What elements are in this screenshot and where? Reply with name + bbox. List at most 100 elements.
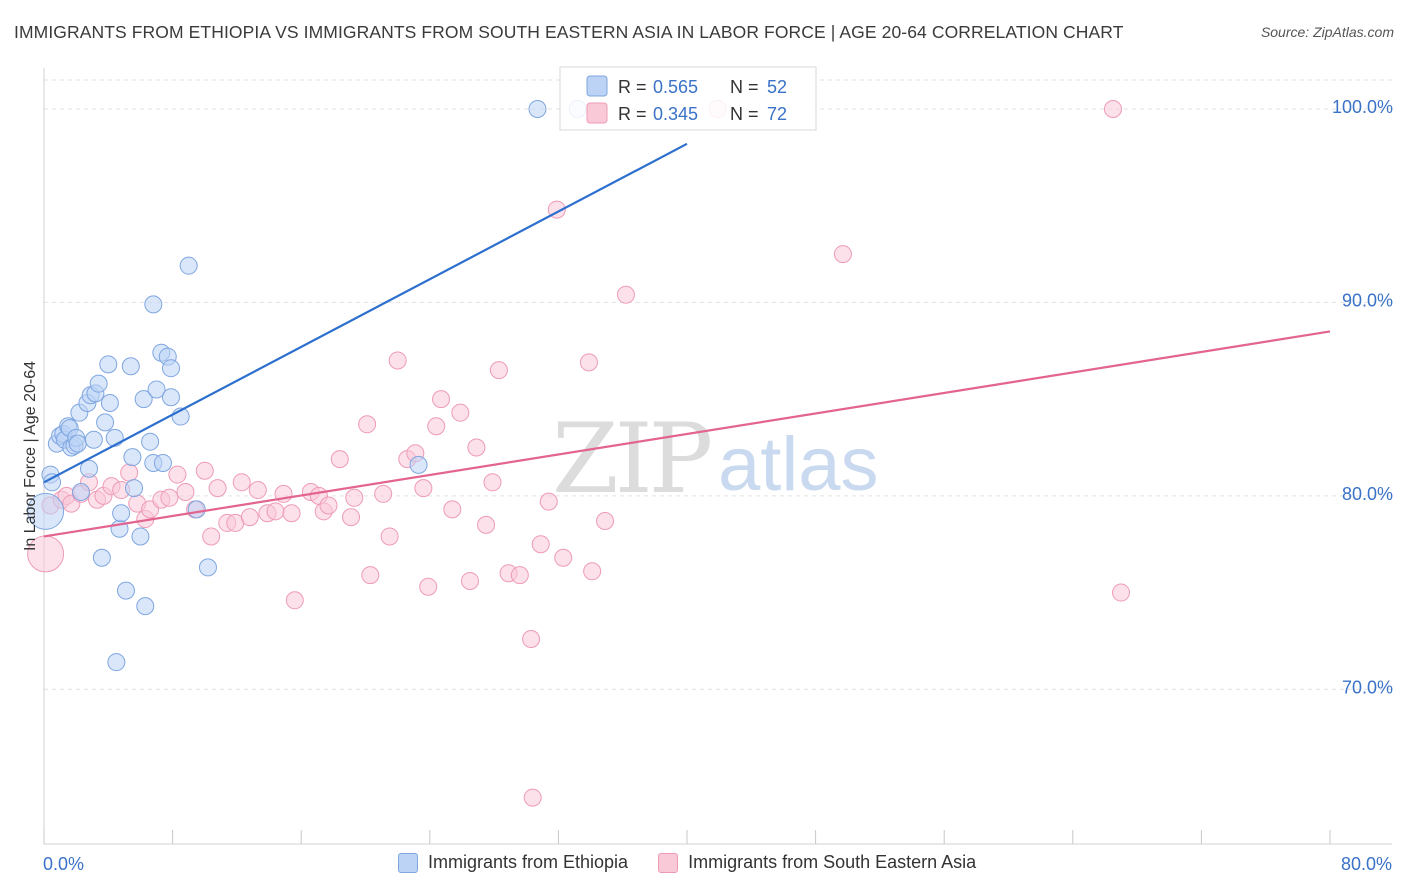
- axes: [43, 68, 1392, 845]
- data-point-sea: [248, 481, 267, 500]
- data-point-sea: [176, 482, 195, 501]
- y-tick-label: 70.0%: [1342, 677, 1393, 697]
- data-point-sea: [460, 571, 479, 590]
- data-point-ethiopia: [198, 558, 217, 577]
- watermark-atlas: atlas: [718, 422, 879, 507]
- data-point-sea: [345, 488, 364, 507]
- data-point-ethiopia: [409, 455, 428, 474]
- series-ethiopia-points: [27, 100, 587, 672]
- legend-r-sea: 0.345: [653, 104, 698, 124]
- y-axis-title: In Labor Force | Age 20-64: [22, 361, 39, 551]
- data-point-ethiopia: [123, 448, 142, 467]
- data-point-sea: [427, 417, 446, 436]
- data-point-sea: [232, 473, 251, 492]
- data-point-sea: [208, 479, 227, 498]
- data-point-ethiopia: [528, 100, 547, 119]
- legend-r-label: R =: [618, 77, 647, 97]
- data-point-ethiopia: [112, 504, 131, 523]
- y-tick-label: 90.0%: [1342, 290, 1393, 310]
- data-point-ethiopia: [84, 430, 103, 449]
- y-tick-label: 80.0%: [1342, 484, 1393, 504]
- data-point-sea: [160, 488, 179, 507]
- data-point-ethiopia: [43, 473, 62, 492]
- data-point-ethiopia: [89, 374, 108, 393]
- data-point-sea: [282, 504, 301, 523]
- data-point-sea: [380, 527, 399, 546]
- data-point-ethiopia: [100, 394, 119, 413]
- data-point-sea: [616, 285, 635, 304]
- legend-n-label: N =: [730, 104, 759, 124]
- correlation-legend: R = 0.565 N = 52 R = 0.345 N = 72: [559, 66, 817, 131]
- data-point-ethiopia: [141, 432, 160, 451]
- series-legend: Immigrants from Ethiopia Immigrants from…: [398, 852, 1006, 873]
- data-point-ethiopia: [131, 527, 150, 546]
- y-tick-labels: 70.0% 80.0% 90.0% 100.0%: [1332, 97, 1393, 697]
- data-point-sea: [120, 463, 139, 482]
- legend-swatch-ethiopia: [586, 75, 608, 97]
- data-point-sea: [483, 473, 502, 492]
- x-ticks: [43, 830, 1331, 844]
- data-point-sea: [579, 353, 598, 372]
- data-point-sea: [195, 461, 214, 480]
- data-point-sea: [266, 502, 285, 521]
- data-point-sea: [168, 465, 187, 484]
- data-point-sea: [202, 527, 221, 546]
- data-point-sea: [477, 515, 496, 534]
- data-point-ethiopia: [153, 453, 172, 472]
- legend-item-ethiopia[interactable]: Immigrants from Ethiopia: [398, 852, 628, 873]
- data-point-sea: [374, 484, 393, 503]
- data-point-ethiopia: [99, 355, 118, 374]
- legend-swatch-sea: [658, 852, 679, 873]
- data-point-sea: [285, 591, 304, 610]
- legend-item-sea[interactable]: Immigrants from South Eastern Asia: [658, 852, 976, 873]
- legend-label-sea: Immigrants from South Eastern Asia: [688, 852, 977, 872]
- chart-title: IMMIGRANTS FROM ETHIOPIA VS IMMIGRANTS F…: [14, 22, 1124, 42]
- legend-label-ethiopia: Immigrants from Ethiopia: [428, 852, 629, 872]
- data-point-sea: [522, 629, 541, 648]
- data-point-ethiopia: [136, 597, 155, 616]
- data-point-ethiopia: [107, 653, 126, 672]
- data-point-sea: [510, 566, 529, 585]
- watermark-zip: ZIP: [552, 403, 711, 515]
- data-point-sea: [583, 562, 602, 581]
- data-point-sea: [1103, 100, 1122, 119]
- data-point-ethiopia: [161, 359, 180, 378]
- data-point-sea: [240, 508, 259, 527]
- trendline-ethiopia: [43, 142, 688, 484]
- data-point-sea: [451, 403, 470, 422]
- data-point-sea: [388, 351, 407, 370]
- data-point-ethiopia: [80, 459, 99, 478]
- legend-swatch-sea: [586, 102, 608, 124]
- data-point-ethiopia: [116, 581, 135, 600]
- data-point-sea: [489, 361, 508, 380]
- legend-n-label: N =: [730, 77, 759, 97]
- data-point-sea: [319, 496, 338, 515]
- data-point-sea: [523, 788, 542, 807]
- data-point-sea: [361, 566, 380, 585]
- data-point-ethiopia: [92, 548, 111, 567]
- data-point-ethiopia: [187, 500, 206, 519]
- data-point-ethiopia: [105, 428, 124, 447]
- data-point-sea: [342, 508, 361, 527]
- data-point-sea: [358, 415, 377, 434]
- data-point-ethiopia: [147, 380, 166, 399]
- data-point-sea: [833, 245, 852, 264]
- data-point-ethiopia: [134, 390, 153, 409]
- data-point-sea: [539, 492, 558, 511]
- data-point-ethiopia: [161, 388, 180, 407]
- data-point-sea: [419, 577, 438, 596]
- data-point-ethiopia: [71, 482, 90, 501]
- y-tick-label: 100.0%: [1332, 97, 1393, 117]
- data-point-sea: [467, 438, 486, 457]
- data-point-sea: [554, 548, 573, 567]
- chart-source: Source: ZipAtlas.com: [1260, 24, 1394, 40]
- legend-r-label: R =: [618, 104, 647, 124]
- data-point-sea: [330, 450, 349, 469]
- gridlines: [44, 79, 1392, 690]
- data-point-ethiopia: [121, 357, 140, 376]
- legend-n-ethiopia: 52: [767, 77, 787, 97]
- data-point-sea: [443, 500, 462, 519]
- data-point-sea: [414, 479, 433, 498]
- data-point-ethiopia: [179, 256, 198, 275]
